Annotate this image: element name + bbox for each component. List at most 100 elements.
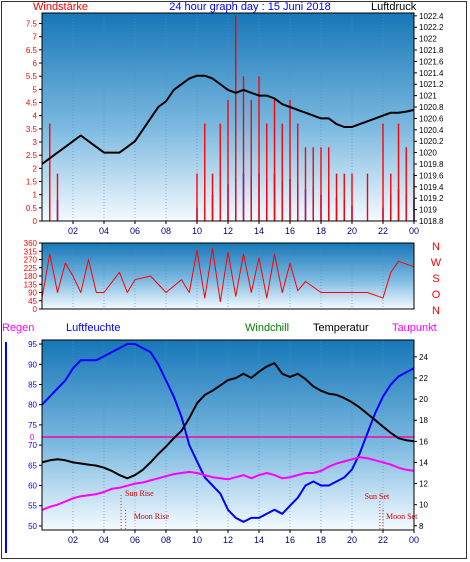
pressure-axis-label-14: 1021.6 (419, 57, 444, 66)
pressure-axis-label-12: 1021.2 (419, 80, 444, 89)
humidity-axis-label-4: 70 (28, 441, 37, 450)
x-axis-top-label-0: 02 (68, 226, 78, 236)
humidity-axis-label-9: 95 (28, 340, 37, 349)
pressure-axis-label-2: 1019.2 (419, 194, 444, 203)
pressure-axis-label: Luftdruck (371, 1, 417, 13)
wind-axis-label-1: 0.5 (26, 204, 38, 213)
pressure-axis-label-16: 1022 (419, 35, 437, 44)
wind-axis-label-10: 5 (33, 85, 38, 94)
pressure-axis-label-1: 1019 (419, 206, 437, 215)
x-axis-bottom-label-5: 12 (223, 535, 233, 545)
temperature-line (41, 362, 415, 480)
temperature-axis-label-6: 20 (419, 395, 428, 404)
wind-pressure-panel: 0 0.5 1 1.5 2 2.5 3 3.5 4 4.5 5 5.5 6 6.5 7 7.5 1018.8 1… (26, 12, 444, 226)
x-axis-top-label-4: 10 (192, 226, 202, 236)
wind-axis-label-14: 7 (33, 33, 38, 42)
compass-label-2: S (432, 273, 439, 285)
x-axis-bottom-label-4: 10 (192, 535, 202, 545)
wind-axis-label-13: 6.5 (26, 46, 38, 55)
direction-axis-label-7: 315 (24, 247, 38, 256)
chart-title: 24 hour graph day : 15 Juni 2018 (169, 1, 330, 13)
wind-axis-label-12: 6 (33, 59, 38, 68)
compass-label-0: N (432, 241, 440, 253)
compass-label-4: N (432, 305, 440, 317)
pressure-axis-label-0: 1018.8 (419, 217, 444, 226)
temperature-axis-label-1: 10 (419, 501, 428, 510)
compass-label-1: W (431, 257, 442, 269)
x-axis-top-label-2: 06 (130, 226, 140, 236)
wind-axis-label-8: 4 (33, 112, 38, 121)
x-axis-top-label-8: 18 (316, 226, 326, 236)
legend-temperature: Temperatur (313, 322, 369, 334)
humidity-axis-label-6: 80 (28, 401, 37, 410)
humidity-axis-label-7: 85 (28, 380, 37, 389)
legend-humidity: Luftfeuchte (66, 322, 120, 334)
x-axis-top-label-9: 20 (347, 226, 357, 236)
direction-axis-label-4: 180 (24, 272, 38, 281)
compass-label-3: O (432, 289, 441, 301)
humidity-axis-label-1: 55 (28, 502, 37, 511)
direction-axis-label-3: 135 (24, 280, 38, 289)
x-axis-top-label-10: 22 (378, 226, 388, 236)
humidity-axis-label-5: 75 (28, 421, 37, 430)
temperature-axis-label-2: 12 (419, 480, 428, 489)
wind-axis-label-5: 2.5 (26, 151, 38, 160)
humidity-axis-label-2: 60 (28, 482, 37, 491)
temperature-axis-label-5: 18 (419, 416, 428, 425)
temperature-axis-label-4: 16 (419, 437, 428, 446)
temperature-axis-label-8: 24 (419, 353, 428, 362)
moon-rise-label: Moon Rise (134, 512, 170, 521)
x-axis-top-label-11: 00 (409, 226, 419, 236)
direction-axis-label-0: 0 (33, 305, 38, 314)
x-axis-bottom-label-0: 02 (68, 535, 78, 545)
temperature-axis-label-3: 14 (419, 458, 428, 467)
humidity-line (41, 343, 415, 523)
pressure-axis-label-18: 1022.4 (419, 12, 444, 21)
x-axis-bottom-label-9: 20 (347, 535, 357, 545)
legend-dewpoint: Taupunkt (392, 322, 437, 334)
dewpoint-line (41, 456, 415, 511)
x-axis-bottom-label-10: 22 (378, 535, 388, 545)
x-axis-bottom-label-7: 16 (285, 535, 295, 545)
temperature-humidity-panel: 0 Sun Rise Sun Set Moon Rise Moon Set 50 55 60… (28, 339, 428, 531)
pressure-axis-label-15: 1021.8 (419, 46, 444, 55)
x-axis-bottom-label-8: 18 (316, 535, 326, 545)
pressure-axis-label-3: 1019.4 (419, 183, 444, 192)
pressure-axis-label-5: 1019.8 (419, 160, 444, 169)
direction-axis-label-1: 45 (28, 297, 37, 306)
humidity-axis-label-8: 90 (28, 360, 37, 369)
humidity-axis-label-0: 50 (28, 522, 37, 531)
direction-axis-label-5: 225 (24, 264, 38, 273)
legend-windchill: Windchill (245, 322, 289, 334)
temperature-humidity-plot-area (42, 340, 414, 530)
wind-axis-label-7: 3.5 (26, 125, 38, 134)
wind-direction-plot-border (41, 242, 415, 310)
wind-direction-line (41, 248, 415, 303)
moon-set-label: Moon Set (386, 512, 418, 521)
wind-bars (49, 15, 415, 221)
x-axis-bottom-label-1: 04 (99, 535, 109, 545)
x-axis-top-label-6: 14 (254, 226, 264, 236)
rain-axis-label: Regen (2, 322, 34, 334)
pressure-axis-label-10: 1020.8 (419, 103, 444, 112)
x-axis-bottom-label-3: 08 (161, 535, 171, 545)
pressure-axis-label-7: 1020.2 (419, 137, 444, 146)
pressure-axis-label-9: 1020.6 (419, 114, 444, 123)
wind-axis-label: Windstärke (33, 1, 88, 13)
pressure-axis-label-11: 1021 (419, 92, 437, 101)
wind-axis-label-6: 3 (33, 138, 38, 147)
direction-axis-label-2: 90 (28, 289, 37, 298)
wind-axis-label-15: 7.5 (26, 20, 38, 29)
pressure-line (41, 74, 415, 165)
wind-axis-label-9: 4.5 (26, 99, 38, 108)
pressure-axis-label-8: 1020.4 (419, 126, 444, 135)
x-axis-bottom-label-6: 14 (254, 535, 264, 545)
sun-set-label: Sun Set (365, 492, 390, 501)
sun-rise-label: Sun Rise (125, 489, 154, 498)
wind-axis-label-11: 5.5 (26, 72, 38, 81)
x-axis-top-label-3: 08 (161, 226, 171, 236)
x-axis-bottom-label-2: 06 (130, 535, 140, 545)
wind-axis-label-0: 0 (33, 217, 38, 226)
x-axis-top-label-1: 04 (99, 226, 109, 236)
